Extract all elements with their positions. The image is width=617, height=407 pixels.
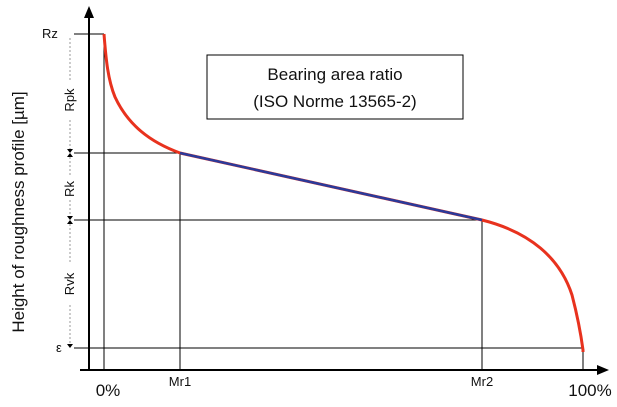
rvk-top-arrow-icon xyxy=(67,220,73,224)
rpk-arrow-icon xyxy=(67,149,73,153)
tick-mr2: Mr2 xyxy=(471,374,493,389)
bearing-curve xyxy=(102,33,585,352)
title-line-1: Bearing area ratio xyxy=(267,65,402,84)
rk-top-arrow-icon xyxy=(67,153,73,157)
tick-zero: 0% xyxy=(96,381,121,400)
title-line-2: (ISO Norme 13565-2) xyxy=(253,92,416,111)
tick-hundred: 100% xyxy=(568,381,611,400)
rvk-label: Rvk xyxy=(62,272,77,295)
y-axis-label: Height of roughness profile [µm] xyxy=(9,91,28,332)
epsilon-label: ε xyxy=(56,340,62,355)
rk-label: Rk xyxy=(62,181,77,197)
tick-mr1: Mr1 xyxy=(169,374,191,389)
rpk-label: Rpk xyxy=(62,88,77,112)
rz-label: Rz xyxy=(42,26,58,41)
core-line xyxy=(179,151,483,222)
x-axis-arrow-icon xyxy=(597,365,609,375)
epsilon-arrow-icon xyxy=(67,344,73,348)
rk-bottom-arrow-icon xyxy=(67,216,73,220)
title-box xyxy=(206,54,464,120)
y-axis-arrow-icon xyxy=(84,6,94,18)
